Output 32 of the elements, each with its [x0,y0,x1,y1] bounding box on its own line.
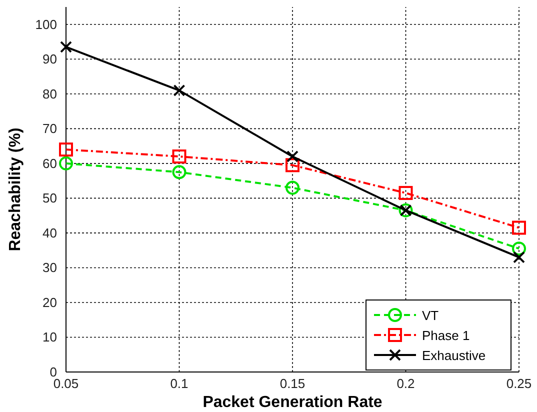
point [59,142,73,157]
point [173,84,186,96]
legend-label: VT [422,308,439,323]
y-tick-label: 80 [42,86,57,102]
x-tick-label: 0.15 [280,376,306,391]
y-tick-label: 10 [42,330,57,345]
x-tick-label: 0.2 [396,376,415,391]
y-tick-label: 70 [42,121,57,136]
y-tick-label: 50 [42,190,57,206]
point [286,180,300,195]
point [512,242,526,256]
point [172,165,186,180]
y-axis-title: Reachability (%) [7,128,24,252]
point [398,186,413,200]
y-tick-label: 100 [35,16,57,32]
x-tick-label: 0.1 [170,376,188,391]
y-tick-label: 20 [42,294,57,310]
point [286,150,298,162]
legend-label: Exhaustive [422,348,486,363]
y-tick-label: 30 [42,260,57,276]
point [513,251,525,264]
point [172,149,186,164]
y-tick-label: 40 [42,225,57,240]
y-tick-label: 60 [42,156,57,171]
x-tick-label: 0.25 [506,376,532,391]
y-tick-label: 90 [42,52,57,67]
point [60,40,72,53]
point [59,156,73,170]
legend-label: Phase 1 [422,328,470,343]
point [512,220,526,235]
x-axis-title: Packet Generation Rate [202,394,382,411]
point [286,158,300,172]
